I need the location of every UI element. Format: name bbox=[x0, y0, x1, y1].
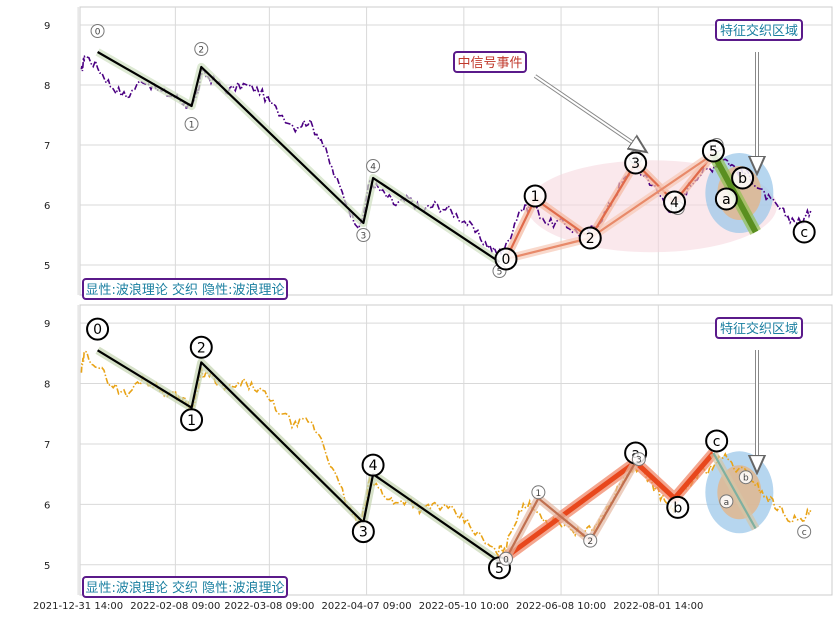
wave-line bbox=[97, 51, 501, 263]
x-axis: 2021-12-31 14:00 2022-02-08 09:00 2022-03-… bbox=[33, 601, 703, 612]
wave-label-circle bbox=[663, 190, 687, 214]
wave-label-circle bbox=[719, 494, 734, 509]
x-tick-label: 2022-03-08 09:00 bbox=[224, 601, 314, 612]
x-tick-label: 2022-04-07 09:00 bbox=[322, 601, 412, 612]
wave-label-circle bbox=[361, 453, 385, 477]
wave-line bbox=[505, 461, 637, 560]
wave-label-circle bbox=[498, 551, 513, 566]
y-tick-label: 6 bbox=[44, 500, 50, 511]
wave-label-text: 1 bbox=[531, 189, 540, 205]
wave-label-text: 2 bbox=[198, 46, 204, 56]
wave-label-text: b bbox=[738, 171, 747, 187]
wave-label-text: a bbox=[722, 192, 731, 208]
wave-label-text: 1 bbox=[189, 121, 195, 131]
feature-zone-label-text: 特征交织区域 bbox=[720, 321, 798, 337]
legend-label-box bbox=[82, 278, 288, 300]
x-tick-label: 2022-05-10 10:00 bbox=[419, 601, 509, 612]
y-tick-label: 9 bbox=[44, 21, 50, 32]
wave-label-text: 1 bbox=[536, 489, 542, 499]
wave-label-circle bbox=[189, 335, 213, 359]
wave-label-text: 2 bbox=[197, 340, 206, 356]
wave-label-text: 0 bbox=[93, 322, 102, 338]
wave-label-circle bbox=[797, 524, 812, 539]
wave-label-circle bbox=[184, 117, 199, 131]
wave-label-circle bbox=[194, 42, 209, 56]
y-tick-label: 7 bbox=[44, 440, 50, 451]
wave-label-circle bbox=[583, 533, 598, 548]
wave-label-circle bbox=[523, 184, 547, 208]
wave-label-circle bbox=[531, 485, 546, 500]
wave-label-text: b bbox=[673, 500, 682, 516]
bottom-panel: 56789012345012a3bcabc特征交织区域显性:波浪理论 交织 隐性… bbox=[44, 304, 833, 598]
wave-label-text: 3 bbox=[360, 232, 366, 242]
x-tick-label: 2022-06-08 10:00 bbox=[516, 601, 606, 612]
wave-label-text: 4 bbox=[370, 163, 376, 173]
wave-label-circle bbox=[631, 452, 646, 467]
wave-label-circle bbox=[351, 520, 375, 544]
x-tick-label: 2022-02-08 09:00 bbox=[130, 601, 220, 612]
wave-label-text: a bbox=[724, 498, 730, 508]
wave-label-circle bbox=[578, 226, 602, 250]
signal-event-label-box bbox=[453, 51, 527, 73]
wave-label-text: 0 bbox=[502, 252, 511, 268]
wave-label-text: 4 bbox=[670, 195, 679, 211]
wave-label-text: c bbox=[800, 225, 808, 241]
wave-label-circle bbox=[366, 159, 381, 173]
wave-label-circle bbox=[356, 228, 371, 242]
wave-label-circle bbox=[666, 495, 690, 519]
wave-label-circle bbox=[701, 139, 725, 163]
signal-event-label-text: 中信号事件 bbox=[457, 56, 522, 71]
top-panel: 56789012345012a3b4c5abc特征交织区域显性:波浪理论 交织 … bbox=[44, 6, 833, 300]
y-tick-label: 8 bbox=[44, 380, 50, 391]
wave-label-circle bbox=[180, 408, 204, 432]
wave-line bbox=[498, 451, 716, 564]
wave-label-text: 5 bbox=[497, 268, 503, 278]
wave-label-circle bbox=[494, 247, 518, 271]
legend-label-text: 显性:波浪理论 交织 隐性:波浪理论 bbox=[85, 282, 284, 298]
wave-label-text: 2 bbox=[586, 231, 595, 247]
legend-label-text: 显性:波浪理论 交织 隐性:波浪理论 bbox=[85, 580, 284, 596]
y-tick-label: 9 bbox=[44, 319, 50, 330]
y-tick-label: 6 bbox=[44, 201, 50, 212]
wave-label-circle bbox=[90, 24, 105, 38]
feature-zone-label-box bbox=[715, 19, 803, 41]
wave-line bbox=[97, 349, 501, 563]
y-tick-label: 5 bbox=[44, 261, 50, 272]
wave-label-circle bbox=[714, 187, 738, 211]
y-tick-label: 7 bbox=[44, 141, 50, 152]
wave-label-circle bbox=[705, 429, 729, 453]
feature-zone-label-box bbox=[715, 317, 803, 339]
wave-label-text: 4 bbox=[369, 458, 378, 474]
wave-label-circle bbox=[86, 317, 110, 341]
wave-label-circle bbox=[792, 220, 816, 244]
wave-label-text: 1 bbox=[187, 413, 196, 429]
wave-label-text: 0 bbox=[503, 555, 509, 565]
y-tick-label: 5 bbox=[44, 561, 50, 572]
wave-line bbox=[712, 452, 757, 530]
wave-label-text: 5 bbox=[495, 561, 504, 577]
y-tick-label: 8 bbox=[44, 81, 50, 92]
x-tick-label: 2022-08-01 14:00 bbox=[613, 601, 703, 612]
wave-label-text: b bbox=[743, 474, 749, 484]
wave-label-text: 5 bbox=[709, 144, 718, 160]
wave-label-text: 2 bbox=[587, 537, 593, 547]
x-tick-label: 2021-12-31 14:00 bbox=[33, 601, 123, 612]
legend-label-box bbox=[82, 576, 288, 598]
signal-arrow bbox=[534, 75, 645, 151]
wave-label-text: 3 bbox=[359, 525, 368, 541]
wave-label-text: c bbox=[802, 528, 807, 538]
wave-label-text: 3 bbox=[631, 156, 640, 172]
wave-label-text: 0 bbox=[95, 28, 101, 38]
wave-label-text: c bbox=[713, 434, 721, 450]
wave-label-text: 3 bbox=[636, 456, 642, 466]
feature-zone-label-text: 特征交织区域 bbox=[720, 23, 798, 39]
